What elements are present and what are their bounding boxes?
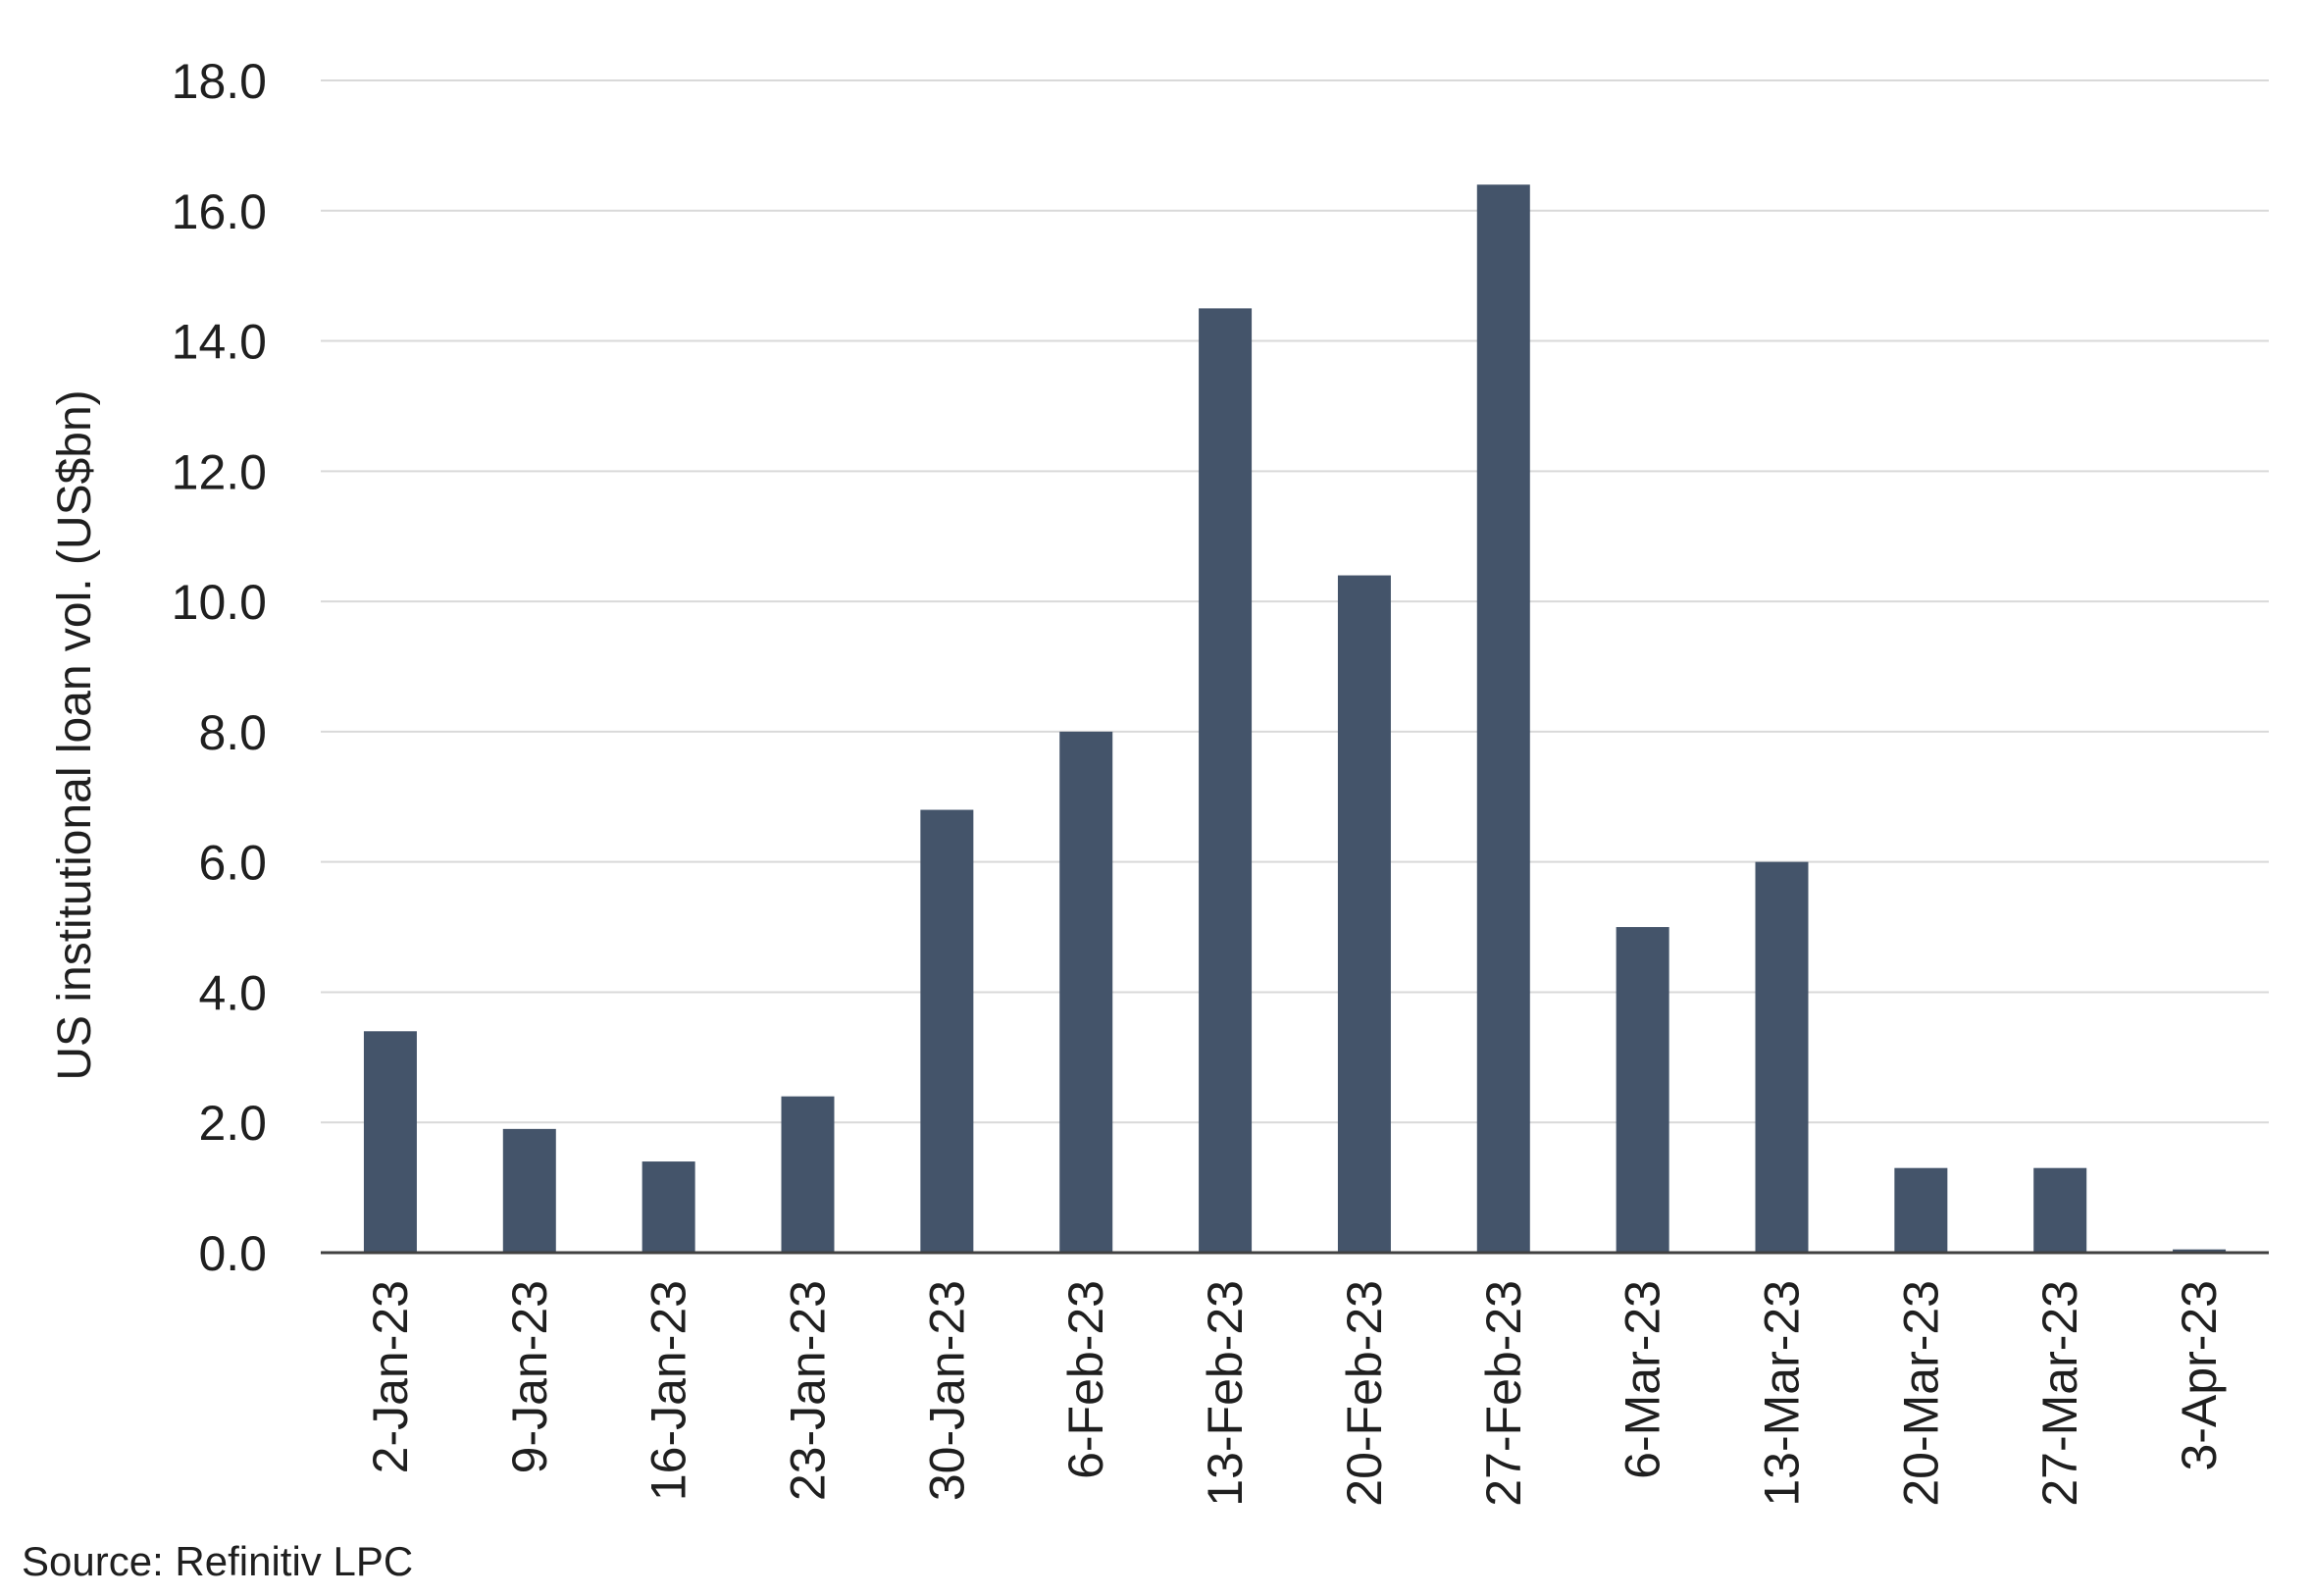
y-tick-label: 0.0 [198,1226,267,1281]
bar [642,1161,695,1253]
x-tick-label: 2-Jan-23 [363,1280,418,1473]
bar [363,1031,417,1253]
x-tick-label: 23-Jan-23 [781,1280,836,1501]
x-tick-labels: 2-Jan-23 9-Jan-23 16-Jan-23 23-Jan-23 30-Jan… [363,1280,2227,1507]
bar [1755,861,1809,1253]
y-tick-label: 16.0 [172,184,267,239]
bar [2173,1249,2227,1253]
y-tick-label: 4.0 [198,965,267,1020]
bar [1616,927,1669,1253]
y-tick-label: 2.0 [198,1096,267,1151]
y-tick-label: 6.0 [198,836,267,891]
x-tick-label: 3-Apr-23 [2172,1280,2227,1471]
bar [502,1128,556,1253]
bar [1476,184,1530,1254]
bars [363,184,2227,1254]
bar [781,1096,835,1253]
x-tick-label: 6-Feb-23 [1058,1280,1113,1479]
x-tick-label: 13-Feb-23 [1198,1280,1253,1507]
bar [1337,575,1391,1253]
bar [1059,731,1113,1253]
bar [1199,308,1253,1254]
x-tick-label: 20-Mar-23 [1893,1280,1948,1507]
y-tick-label: 8.0 [198,705,267,760]
y-tick-label: 12.0 [172,444,267,499]
y-tick-labels: 0.0 2.0 4.0 6.0 8.0 10.0 12.0 14.0 16.0 18.0 [172,54,267,1281]
y-tick-label: 18.0 [172,54,267,109]
y-axis-label: US institutional loan vol. (US$bn) [49,389,101,1080]
source-note: Source: Refinitiv LPC [22,1538,414,1584]
x-tick-label: 20-Feb-23 [1337,1280,1392,1507]
y-tick-label: 14.0 [172,315,267,370]
y-tick-label: 10.0 [172,575,267,630]
bar [2033,1167,2087,1253]
gridlines [321,79,2269,1124]
bar [920,809,974,1253]
x-tick-label: 6-Mar-23 [1616,1280,1670,1479]
x-tick-label: 27-Feb-23 [1476,1280,1531,1507]
x-tick-label: 30-Jan-23 [919,1280,974,1501]
x-tick-label: 16-Jan-23 [642,1280,696,1501]
x-tick-label: 13-Mar-23 [1755,1280,1810,1507]
x-tick-label: 9-Jan-23 [502,1280,557,1473]
bar [1894,1167,1948,1253]
x-tick-label: 27-Mar-23 [2032,1280,2087,1507]
